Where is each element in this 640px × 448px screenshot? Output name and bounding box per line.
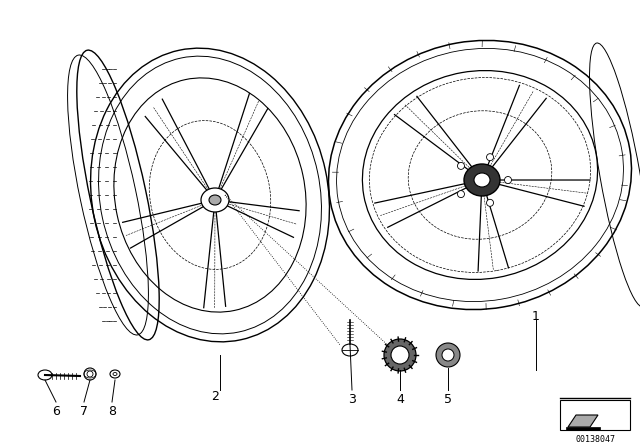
Circle shape — [442, 349, 454, 361]
Circle shape — [84, 368, 96, 380]
Circle shape — [486, 199, 493, 207]
Ellipse shape — [201, 188, 229, 212]
Text: 5: 5 — [444, 393, 452, 406]
Bar — [560, 400, 630, 430]
Circle shape — [391, 346, 409, 364]
Text: 00138047: 00138047 — [575, 435, 615, 444]
Ellipse shape — [209, 195, 221, 205]
Polygon shape — [566, 427, 600, 430]
Circle shape — [504, 177, 511, 184]
Ellipse shape — [342, 344, 358, 356]
Circle shape — [436, 343, 460, 367]
Text: 8: 8 — [108, 405, 116, 418]
Text: 7: 7 — [80, 405, 88, 418]
Ellipse shape — [474, 173, 490, 187]
Circle shape — [384, 339, 416, 371]
Ellipse shape — [464, 164, 500, 196]
Circle shape — [458, 190, 465, 198]
Text: 3: 3 — [348, 393, 356, 406]
Circle shape — [458, 162, 465, 169]
Text: 1: 1 — [532, 310, 540, 323]
Ellipse shape — [38, 370, 52, 380]
Circle shape — [87, 371, 93, 377]
Text: 4: 4 — [396, 393, 404, 406]
Polygon shape — [568, 415, 598, 427]
Circle shape — [486, 154, 493, 161]
Ellipse shape — [110, 370, 120, 378]
Text: 6: 6 — [52, 405, 60, 418]
Text: 2: 2 — [211, 390, 219, 403]
